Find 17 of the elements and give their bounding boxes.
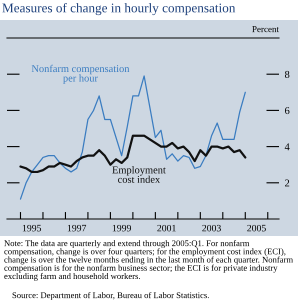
chart-title: Measures of change in hourly compensation bbox=[2, 3, 236, 16]
x-tick-label: 2001 bbox=[157, 224, 176, 232]
series-label: Employment cost index bbox=[112, 166, 166, 183]
y-tick-label: 6 bbox=[285, 107, 290, 114]
y-tick-label: 8 bbox=[284, 70, 290, 78]
x-tick-label: 2005 bbox=[247, 224, 266, 232]
text: Note: The data are quarterly and extend through 2005:Q1. For nonfarm compensation, change is over four quarters; for the employment cost index (ECI), change is over the twelve months ending in the last month of each quarter. Nonfarm compensation is for the nonfarm business sector; the ECI is for private industry excluding farm and household workers. bbox=[4, 240, 293, 281]
y-tick-label: 4 bbox=[284, 143, 290, 150]
x-tick-label: 1997 bbox=[68, 224, 86, 232]
x-tick-label: 1995 bbox=[22, 224, 42, 232]
line-series bbox=[20, 75, 246, 200]
source-note: Source: Department of Labor, Bureau of Labor Statistics. bbox=[12, 292, 209, 300]
y-axis-title: Percent bbox=[252, 26, 279, 32]
x-tick-label: 1999 bbox=[112, 224, 131, 232]
x-tick-label: 2003 bbox=[202, 224, 221, 232]
series-label: Nonfarm compensation per hour bbox=[32, 64, 130, 84]
y-tick-label: 2 bbox=[285, 180, 290, 186]
